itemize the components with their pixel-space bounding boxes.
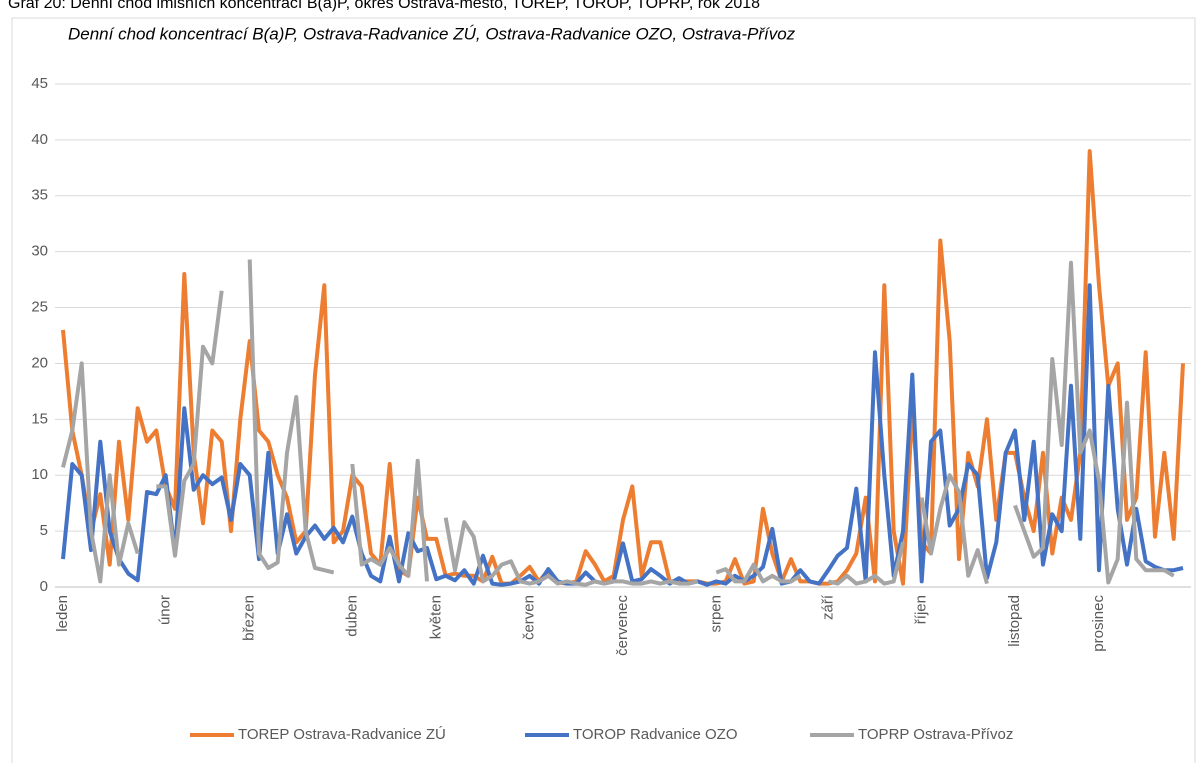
series-line: [61, 259, 1175, 587]
series-line: [61, 283, 1184, 587]
x-tick-label: listopad: [1006, 595, 1023, 647]
x-tick-label: prosinec: [1090, 595, 1107, 652]
y-tick-label: 10: [31, 466, 48, 483]
y-tick-label: 40: [31, 131, 48, 148]
legend-label: TOROP Radvanice OZO: [573, 726, 738, 743]
page-title: Graf 20: Denní chod imisních koncentrací…: [8, 0, 760, 12]
x-tick-label: leden: [54, 595, 71, 632]
x-tick-label: únor: [157, 595, 174, 625]
series-line: [61, 149, 1185, 586]
x-tick-label: červen: [521, 595, 538, 640]
y-tick-label: 20: [31, 354, 48, 371]
x-tick-label: září: [819, 594, 836, 620]
chart-title: Denní chod koncentrací B(a)P, Ostrava-Ra…: [68, 24, 796, 43]
x-tick-label: březen: [241, 595, 258, 641]
y-tick-label: 30: [31, 243, 48, 260]
x-tick-label: duben: [343, 595, 360, 637]
x-tick-label: říjen: [913, 595, 930, 624]
y-tick-label: 0: [40, 578, 48, 595]
x-tick-label: květen: [427, 595, 444, 639]
y-tick-label: 45: [31, 75, 48, 92]
y-tick-label: 5: [40, 522, 48, 539]
chart-frame: [11, 17, 1196, 763]
x-tick-label: červenec: [614, 595, 631, 656]
legend-label: TOPRP Ostrava-Přívoz: [858, 726, 1013, 743]
x-tick-label: srpen: [707, 595, 724, 633]
y-tick-label: 15: [31, 410, 48, 427]
y-tick-label: 25: [31, 299, 48, 316]
legend-label: TOREP Ostrava-Radvanice ZÚ: [238, 726, 446, 743]
y-tick-label: 35: [31, 187, 48, 204]
